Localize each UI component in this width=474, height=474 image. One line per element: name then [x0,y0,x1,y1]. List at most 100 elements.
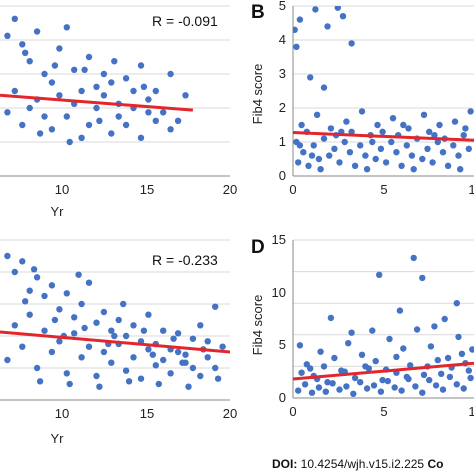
data-point [327,125,335,132]
x-tick-label: 10 [55,182,69,197]
data-point [336,386,343,393]
data-point [310,142,317,149]
data-point [96,117,103,125]
data-point [455,152,462,159]
data-point [78,354,85,361]
data-point [140,83,148,91]
y-tick-label: 4 [279,32,286,47]
data-point [315,384,323,391]
data-point [398,162,405,169]
data-point [100,92,108,99]
data-point [56,92,63,99]
data-point [444,162,452,169]
x-tick-label: 15 [140,182,154,197]
data-point [363,385,371,392]
data-point [426,128,433,135]
data-point [170,335,177,342]
data-point [93,83,100,91]
y-tick-label: 10 [272,285,286,300]
data-point [308,389,316,396]
data-point [219,343,226,350]
data-point [326,152,333,159]
data-point [75,271,82,278]
data-point [403,373,410,381]
data-point [125,378,133,385]
data-point [115,113,122,120]
x-tick-label: 5 [380,182,387,197]
data-point [348,40,355,47]
data-point [429,159,436,166]
data-point [308,152,316,159]
data-point [26,311,33,318]
data-point [78,87,85,95]
data-point [317,348,324,355]
data-point [140,327,148,334]
data-point [155,380,162,388]
data-point [19,343,26,350]
data-point [78,134,85,141]
data-point [293,26,298,33]
data-point [108,79,115,86]
data-point [345,340,352,347]
data-point [214,375,222,382]
data-point [376,271,383,278]
data-point [400,345,407,352]
data-point [327,314,335,322]
data-point [343,383,350,390]
data-point [145,109,152,116]
data-point [130,322,137,329]
data-point [329,380,336,387]
data-point [41,327,48,334]
data-point [182,92,189,99]
data-point [400,121,407,129]
data-point [100,348,108,356]
data-point [317,166,324,173]
data-point [331,354,338,362]
data-point [324,379,331,386]
y-tick-label: 2 [279,100,286,115]
data-point [324,23,331,30]
data-point [320,363,328,370]
data-point [93,319,100,326]
data-point [63,290,70,297]
data-point [137,134,145,141]
data-point [108,359,115,366]
data-point [115,316,122,324]
data-point [4,252,11,260]
data-point [204,354,211,361]
data-point [457,166,464,173]
data-point [56,306,63,313]
panel-a-x-axis-label: Yr [51,204,65,219]
data-point [396,307,404,314]
data-point [410,254,417,262]
data-point [174,348,182,356]
data-point [145,311,152,318]
data-point [432,382,440,389]
data-point [85,279,93,286]
data-point [426,376,433,384]
data-point [160,356,167,364]
y-tick-label: 5 [279,0,286,13]
data-point [313,111,321,119]
data-point [189,335,197,342]
data-point [389,115,397,122]
data-point [298,369,305,376]
data-point [108,130,115,137]
data-point [19,258,26,265]
data-point [460,385,467,392]
data-point [111,332,118,340]
data-point [451,118,459,125]
panel-c-x-axis-label: Yr [51,431,65,446]
data-point [189,364,197,372]
data-point [48,282,56,289]
data-point [412,383,419,390]
x-tick-label: 10 [55,406,69,421]
data-point [4,356,11,364]
data-point [431,323,438,330]
data-point [331,145,338,152]
data-point [41,70,48,78]
data-point [108,327,115,334]
data-point [19,121,26,129]
data-point [145,96,152,103]
